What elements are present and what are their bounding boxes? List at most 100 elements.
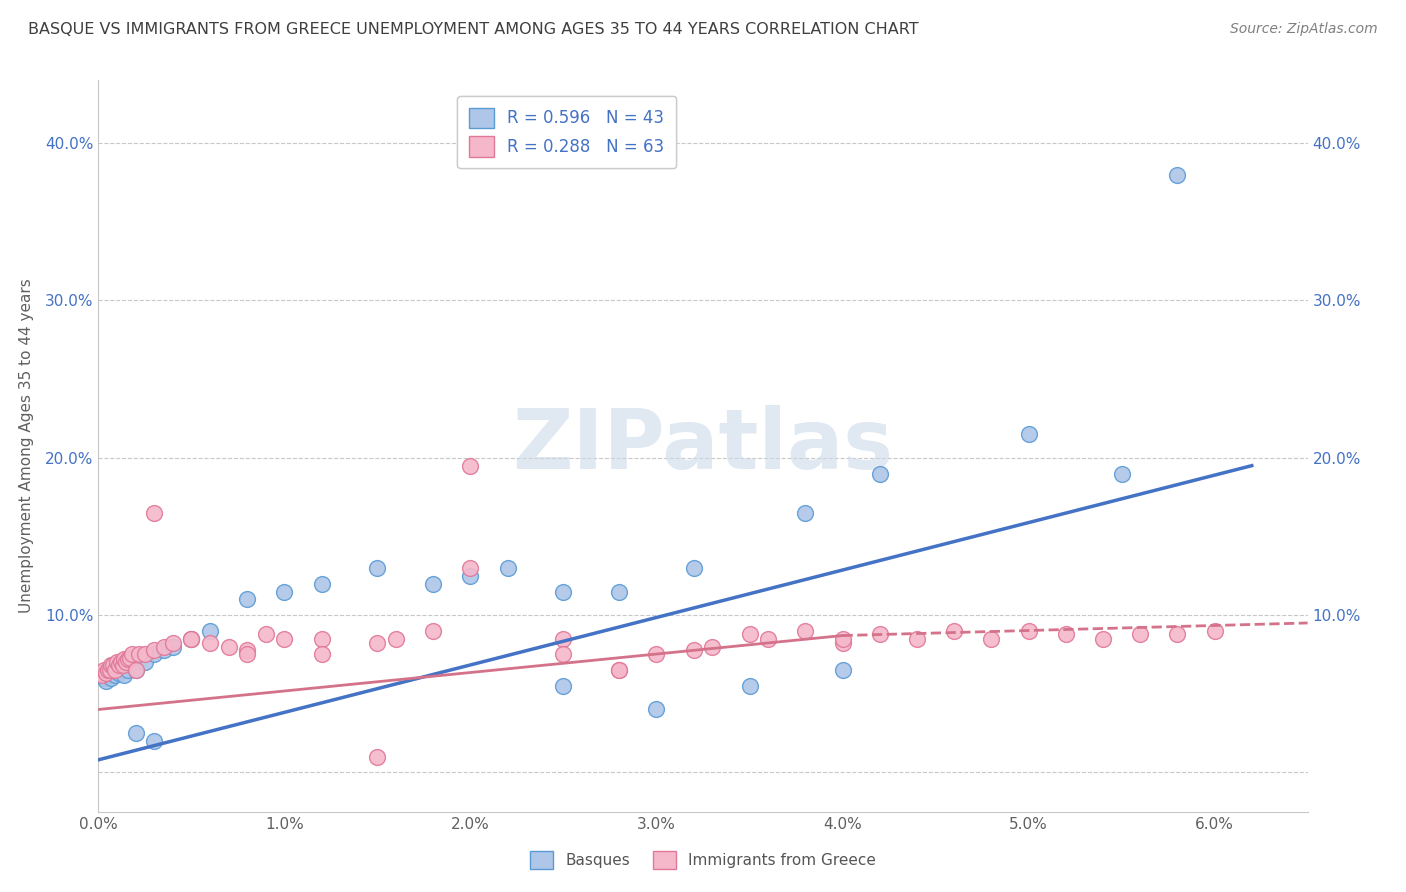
Point bbox=[460, 561, 482, 575]
Point bbox=[97, 663, 120, 677]
Point bbox=[93, 671, 115, 685]
Point bbox=[1111, 467, 1133, 481]
Point bbox=[124, 663, 146, 677]
Point bbox=[162, 636, 184, 650]
Point bbox=[553, 632, 575, 646]
Point bbox=[111, 658, 134, 673]
Point bbox=[1204, 624, 1226, 638]
Point bbox=[236, 648, 259, 662]
Point bbox=[121, 658, 143, 673]
Point bbox=[1054, 627, 1077, 641]
Point bbox=[124, 726, 146, 740]
Point bbox=[103, 666, 125, 681]
Point bbox=[738, 679, 761, 693]
Point bbox=[180, 632, 202, 646]
Point bbox=[794, 624, 817, 638]
Point bbox=[94, 674, 117, 689]
Point bbox=[98, 663, 121, 677]
Point bbox=[108, 666, 131, 681]
Point bbox=[143, 648, 166, 662]
Point bbox=[422, 624, 444, 638]
Point bbox=[97, 668, 120, 682]
Point bbox=[607, 663, 630, 677]
Point bbox=[162, 640, 184, 654]
Point bbox=[104, 668, 127, 682]
Point bbox=[553, 679, 575, 693]
Point bbox=[553, 584, 575, 599]
Point bbox=[180, 632, 202, 646]
Point bbox=[311, 648, 333, 662]
Point bbox=[118, 650, 141, 665]
Point bbox=[143, 506, 166, 520]
Point bbox=[496, 561, 519, 575]
Point bbox=[366, 749, 388, 764]
Point bbox=[134, 655, 156, 669]
Point bbox=[645, 648, 668, 662]
Point bbox=[738, 627, 761, 641]
Point bbox=[110, 655, 132, 669]
Text: Source: ZipAtlas.com: Source: ZipAtlas.com bbox=[1230, 22, 1378, 37]
Text: ZIPatlas: ZIPatlas bbox=[513, 406, 893, 486]
Point bbox=[794, 506, 817, 520]
Point bbox=[553, 648, 575, 662]
Point bbox=[905, 632, 928, 646]
Point bbox=[110, 660, 132, 674]
Point bbox=[311, 632, 333, 646]
Point bbox=[422, 576, 444, 591]
Point bbox=[645, 702, 668, 716]
Point bbox=[105, 655, 128, 669]
Point bbox=[114, 652, 136, 666]
Point bbox=[152, 640, 174, 654]
Point bbox=[104, 663, 127, 677]
Point bbox=[128, 648, 150, 662]
Point bbox=[236, 642, 259, 657]
Point bbox=[108, 658, 131, 673]
Point bbox=[1129, 627, 1152, 641]
Point bbox=[366, 561, 388, 575]
Point bbox=[89, 666, 111, 681]
Point bbox=[869, 627, 891, 641]
Point bbox=[124, 663, 146, 677]
Point bbox=[607, 663, 630, 677]
Y-axis label: Unemployment Among Ages 35 to 44 years: Unemployment Among Ages 35 to 44 years bbox=[18, 278, 34, 614]
Point bbox=[143, 642, 166, 657]
Point bbox=[682, 642, 704, 657]
Point bbox=[134, 648, 156, 662]
Point bbox=[756, 632, 779, 646]
Point bbox=[198, 624, 221, 638]
Point bbox=[702, 640, 724, 654]
Point bbox=[236, 592, 259, 607]
Point bbox=[273, 584, 295, 599]
Point bbox=[103, 658, 125, 673]
Point bbox=[198, 636, 221, 650]
Point bbox=[1018, 427, 1040, 442]
Point bbox=[869, 467, 891, 481]
Text: BASQUE VS IMMIGRANTS FROM GREECE UNEMPLOYMENT AMONG AGES 35 TO 44 YEARS CORRELAT: BASQUE VS IMMIGRANTS FROM GREECE UNEMPLO… bbox=[28, 22, 918, 37]
Point bbox=[607, 584, 630, 599]
Point bbox=[218, 640, 240, 654]
Point bbox=[831, 663, 853, 677]
Point bbox=[1018, 624, 1040, 638]
Point bbox=[121, 648, 143, 662]
Point bbox=[311, 576, 333, 591]
Point bbox=[980, 632, 1002, 646]
Point bbox=[105, 663, 128, 677]
Point bbox=[100, 671, 122, 685]
Point bbox=[91, 668, 114, 682]
Point bbox=[115, 655, 138, 669]
Point bbox=[682, 561, 704, 575]
Point bbox=[273, 632, 295, 646]
Point bbox=[117, 663, 139, 677]
Point bbox=[91, 666, 114, 681]
Point bbox=[1166, 627, 1188, 641]
Legend: R = 0.596   N = 43, R = 0.288   N = 63: R = 0.596 N = 43, R = 0.288 N = 63 bbox=[457, 96, 676, 169]
Point bbox=[1091, 632, 1114, 646]
Point bbox=[93, 663, 115, 677]
Point bbox=[111, 663, 134, 677]
Point bbox=[366, 636, 388, 650]
Legend: Basques, Immigrants from Greece: Basques, Immigrants from Greece bbox=[524, 845, 882, 875]
Point bbox=[117, 652, 139, 666]
Point bbox=[385, 632, 408, 646]
Point bbox=[114, 668, 136, 682]
Point bbox=[94, 666, 117, 681]
